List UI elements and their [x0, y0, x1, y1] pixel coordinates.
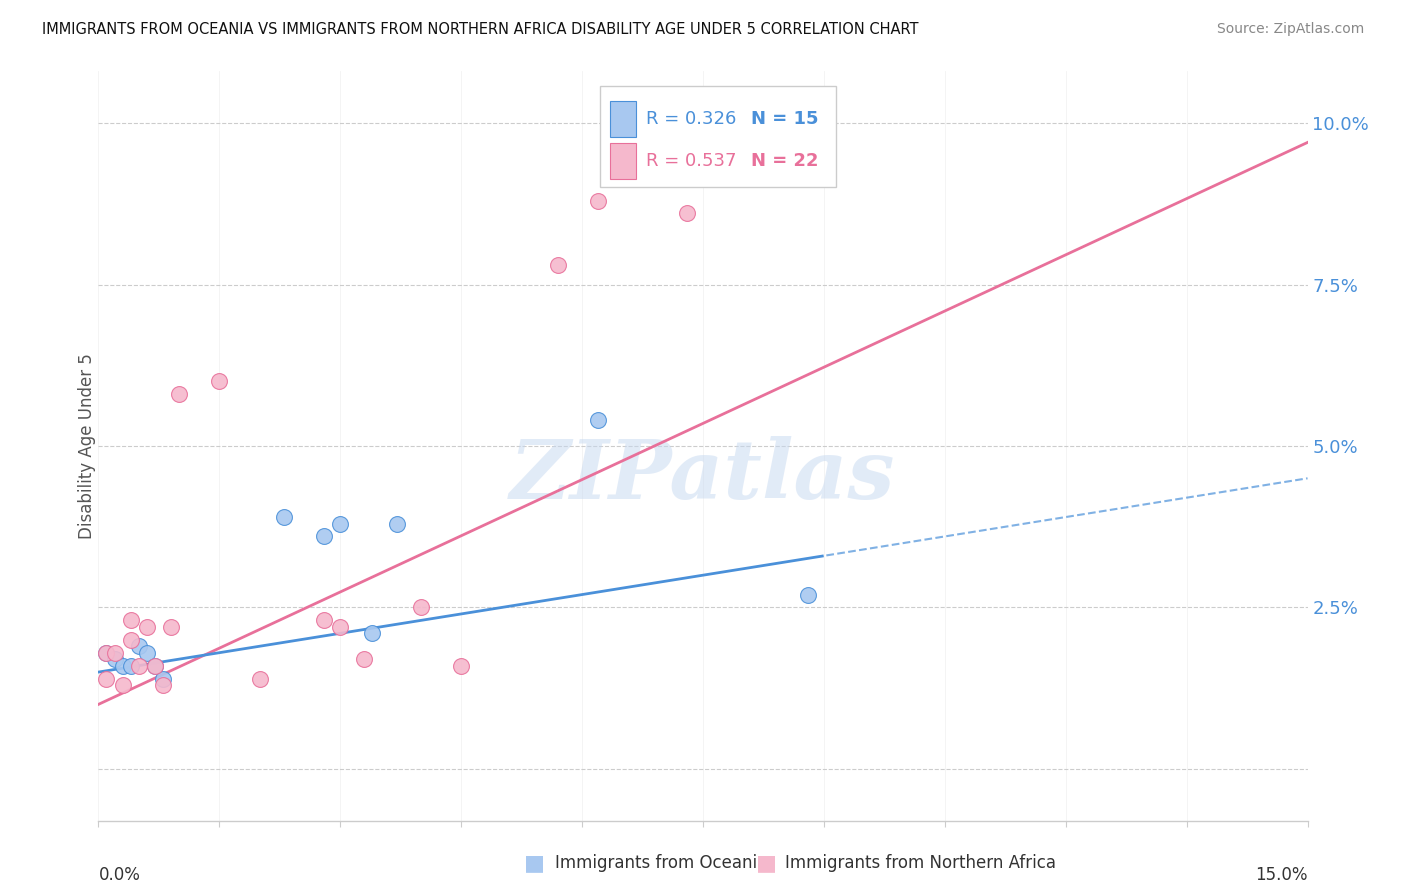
- Text: N = 22: N = 22: [751, 152, 818, 169]
- Point: [96, 646, 118, 660]
- Text: N = 15: N = 15: [751, 111, 818, 128]
- Point: [547, 258, 569, 272]
- Text: Immigrants from Northern Africa: Immigrants from Northern Africa: [785, 855, 1056, 872]
- Point: [273, 510, 295, 524]
- Point: [152, 678, 174, 692]
- Text: 15.0%: 15.0%: [1256, 866, 1308, 884]
- Point: [120, 632, 142, 647]
- FancyBboxPatch shape: [610, 102, 637, 137]
- Point: [103, 652, 125, 666]
- Point: [96, 646, 118, 660]
- Point: [329, 516, 352, 531]
- Point: [96, 672, 118, 686]
- Point: [409, 600, 432, 615]
- Point: [120, 614, 142, 628]
- Point: [128, 658, 150, 673]
- Point: [111, 678, 134, 692]
- Point: [160, 620, 183, 634]
- FancyBboxPatch shape: [600, 87, 837, 187]
- Point: [676, 206, 699, 220]
- Point: [128, 639, 150, 653]
- Point: [135, 646, 157, 660]
- Y-axis label: Disability Age Under 5: Disability Age Under 5: [79, 353, 96, 539]
- Point: [797, 588, 820, 602]
- Point: [249, 672, 271, 686]
- Point: [208, 375, 231, 389]
- Point: [314, 529, 336, 543]
- Point: [385, 516, 408, 531]
- Text: ■: ■: [524, 854, 544, 873]
- Text: ZIPatlas: ZIPatlas: [510, 436, 896, 516]
- Point: [353, 652, 375, 666]
- Point: [314, 614, 336, 628]
- Point: [152, 672, 174, 686]
- Point: [103, 646, 125, 660]
- Point: [586, 194, 609, 208]
- Text: R = 0.537: R = 0.537: [647, 152, 737, 169]
- Text: ■: ■: [756, 854, 776, 873]
- Text: R = 0.326: R = 0.326: [647, 111, 737, 128]
- Point: [111, 658, 134, 673]
- Point: [167, 387, 190, 401]
- Point: [135, 620, 157, 634]
- Text: Immigrants from Oceania: Immigrants from Oceania: [555, 855, 768, 872]
- Text: 0.0%: 0.0%: [98, 866, 141, 884]
- Point: [329, 620, 352, 634]
- Point: [361, 626, 384, 640]
- FancyBboxPatch shape: [610, 143, 637, 178]
- Point: [120, 658, 142, 673]
- Text: Source: ZipAtlas.com: Source: ZipAtlas.com: [1216, 22, 1364, 37]
- Point: [143, 658, 166, 673]
- Point: [450, 658, 472, 673]
- Text: IMMIGRANTS FROM OCEANIA VS IMMIGRANTS FROM NORTHERN AFRICA DISABILITY AGE UNDER : IMMIGRANTS FROM OCEANIA VS IMMIGRANTS FR…: [42, 22, 918, 37]
- Point: [143, 658, 166, 673]
- Point: [586, 413, 609, 427]
